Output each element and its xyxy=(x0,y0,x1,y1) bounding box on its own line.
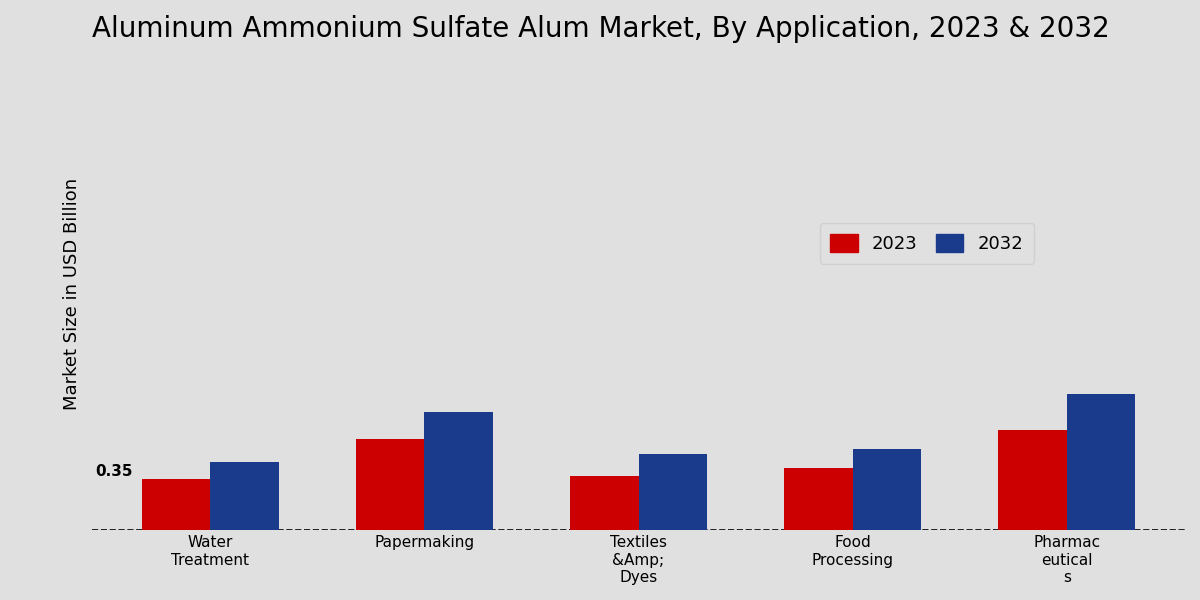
Bar xyxy=(784,469,853,530)
Legend: 2023, 2032: 2023, 2032 xyxy=(820,223,1034,264)
Bar xyxy=(425,412,493,530)
Bar xyxy=(638,454,707,530)
Bar xyxy=(210,463,278,530)
Text: 0.35: 0.35 xyxy=(96,464,133,479)
Bar xyxy=(998,430,1067,530)
Text: Aluminum Ammonium Sulfate Alum Market, By Application, 2023 & 2032: Aluminum Ammonium Sulfate Alum Market, B… xyxy=(92,15,1110,43)
Y-axis label: Market Size in USD Billion: Market Size in USD Billion xyxy=(62,178,82,410)
Bar xyxy=(1067,394,1135,530)
Bar xyxy=(570,476,638,530)
Bar xyxy=(356,439,425,530)
Bar xyxy=(142,479,210,530)
Bar xyxy=(853,449,922,530)
